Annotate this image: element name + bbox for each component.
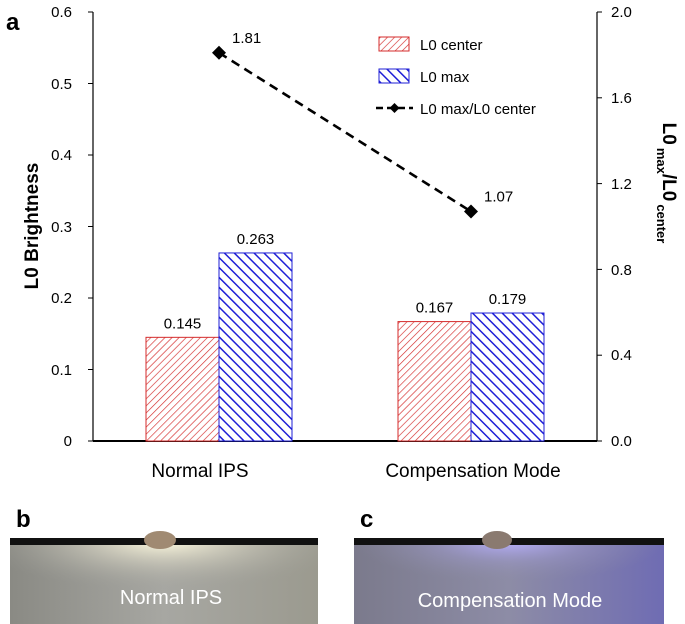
ratio-label-compensation: 1.07 xyxy=(484,188,513,205)
left-tick-label: 0.4 xyxy=(51,147,72,164)
bar-l0-max-compensation xyxy=(470,312,545,442)
bar-l0-center-normal-ips xyxy=(145,336,220,442)
panel-label-a: a xyxy=(6,9,20,36)
bars xyxy=(145,252,545,442)
legend-swatch-l0-center xyxy=(378,36,410,52)
right-tick-label: 2.0 xyxy=(611,4,632,21)
bar-label-l0-max-compensation: 0.179 xyxy=(489,291,527,308)
panel-label-c: c xyxy=(360,506,373,533)
photo-b-caption: Normal IPS xyxy=(120,587,222,609)
left-tick-label: 0.5 xyxy=(51,76,72,93)
left-tick-label: 0.1 xyxy=(51,362,72,379)
left-ticks: 0 0.1 0.2 0.3 0.4 0.5 0.6 xyxy=(51,4,93,450)
photo-panel-c: Compensation Mode xyxy=(354,531,664,624)
right-tick-label: 1.6 xyxy=(611,90,632,107)
ylabel-right-main2: /L0 xyxy=(658,174,679,201)
legend: L0 center L0 max L0 max/L0 center xyxy=(376,36,536,118)
right-ticks: 0.0 0.4 0.8 1.2 1.6 2.0 xyxy=(597,4,632,450)
ratio-label-normal-ips: 1.81 xyxy=(232,30,261,47)
category-label-compensation: Compensation Mode xyxy=(385,461,560,482)
legend-label-l0-center: L0 center xyxy=(420,37,483,54)
bar-l0-center-compensation xyxy=(397,321,472,442)
photo-panel-b: Normal IPS xyxy=(10,531,318,624)
y-axis-right-title: L0 max/L0 center xyxy=(654,123,679,244)
legend-label-l0-max: L0 max xyxy=(420,69,470,86)
bar-data-labels: 0.145 0.263 0.167 0.179 xyxy=(164,231,527,332)
y-axis-left-title: L0 Brightness xyxy=(22,163,43,290)
ylabel-right-sub1: max xyxy=(654,148,669,175)
photo-b-glow xyxy=(10,541,318,624)
photo-b-fingertip xyxy=(144,531,176,549)
ylabel-right-sub2: center xyxy=(654,204,669,243)
category-label-normal-ips: Normal IPS xyxy=(151,461,248,482)
ratio-line xyxy=(218,51,472,213)
bar-label-l0-center-normal-ips: 0.145 xyxy=(164,315,202,332)
ylabel-right-main1: L0 xyxy=(658,123,679,145)
legend-swatch-ratio-marker xyxy=(389,103,400,113)
photo-c-glow xyxy=(354,541,664,624)
right-tick-label: 0.0 xyxy=(611,433,632,450)
panel-label-b: b xyxy=(16,506,31,533)
left-tick-label: 0.3 xyxy=(51,219,72,236)
right-tick-label: 0.8 xyxy=(611,262,632,279)
left-tick-label: 0 xyxy=(64,433,72,450)
photo-c-caption: Compensation Mode xyxy=(418,590,603,612)
legend-swatch-l0-max xyxy=(378,68,410,84)
right-tick-label: 1.2 xyxy=(611,176,632,193)
photo-c-fingertip xyxy=(482,531,512,549)
bar-l0-max-normal-ips xyxy=(218,252,293,442)
ratio-point-compensation xyxy=(464,204,478,219)
bar-label-l0-max-normal-ips: 0.263 xyxy=(237,231,275,248)
right-tick-label: 0.4 xyxy=(611,347,632,364)
ratio-series: 1.81 1.07 xyxy=(212,30,513,219)
bar-label-l0-center-compensation: 0.167 xyxy=(416,300,454,317)
left-tick-label: 0.2 xyxy=(51,290,72,307)
ratio-point-normal-ips xyxy=(212,45,226,60)
legend-label-ratio: L0 max/L0 center xyxy=(420,101,536,118)
left-tick-label: 0.6 xyxy=(51,4,72,21)
